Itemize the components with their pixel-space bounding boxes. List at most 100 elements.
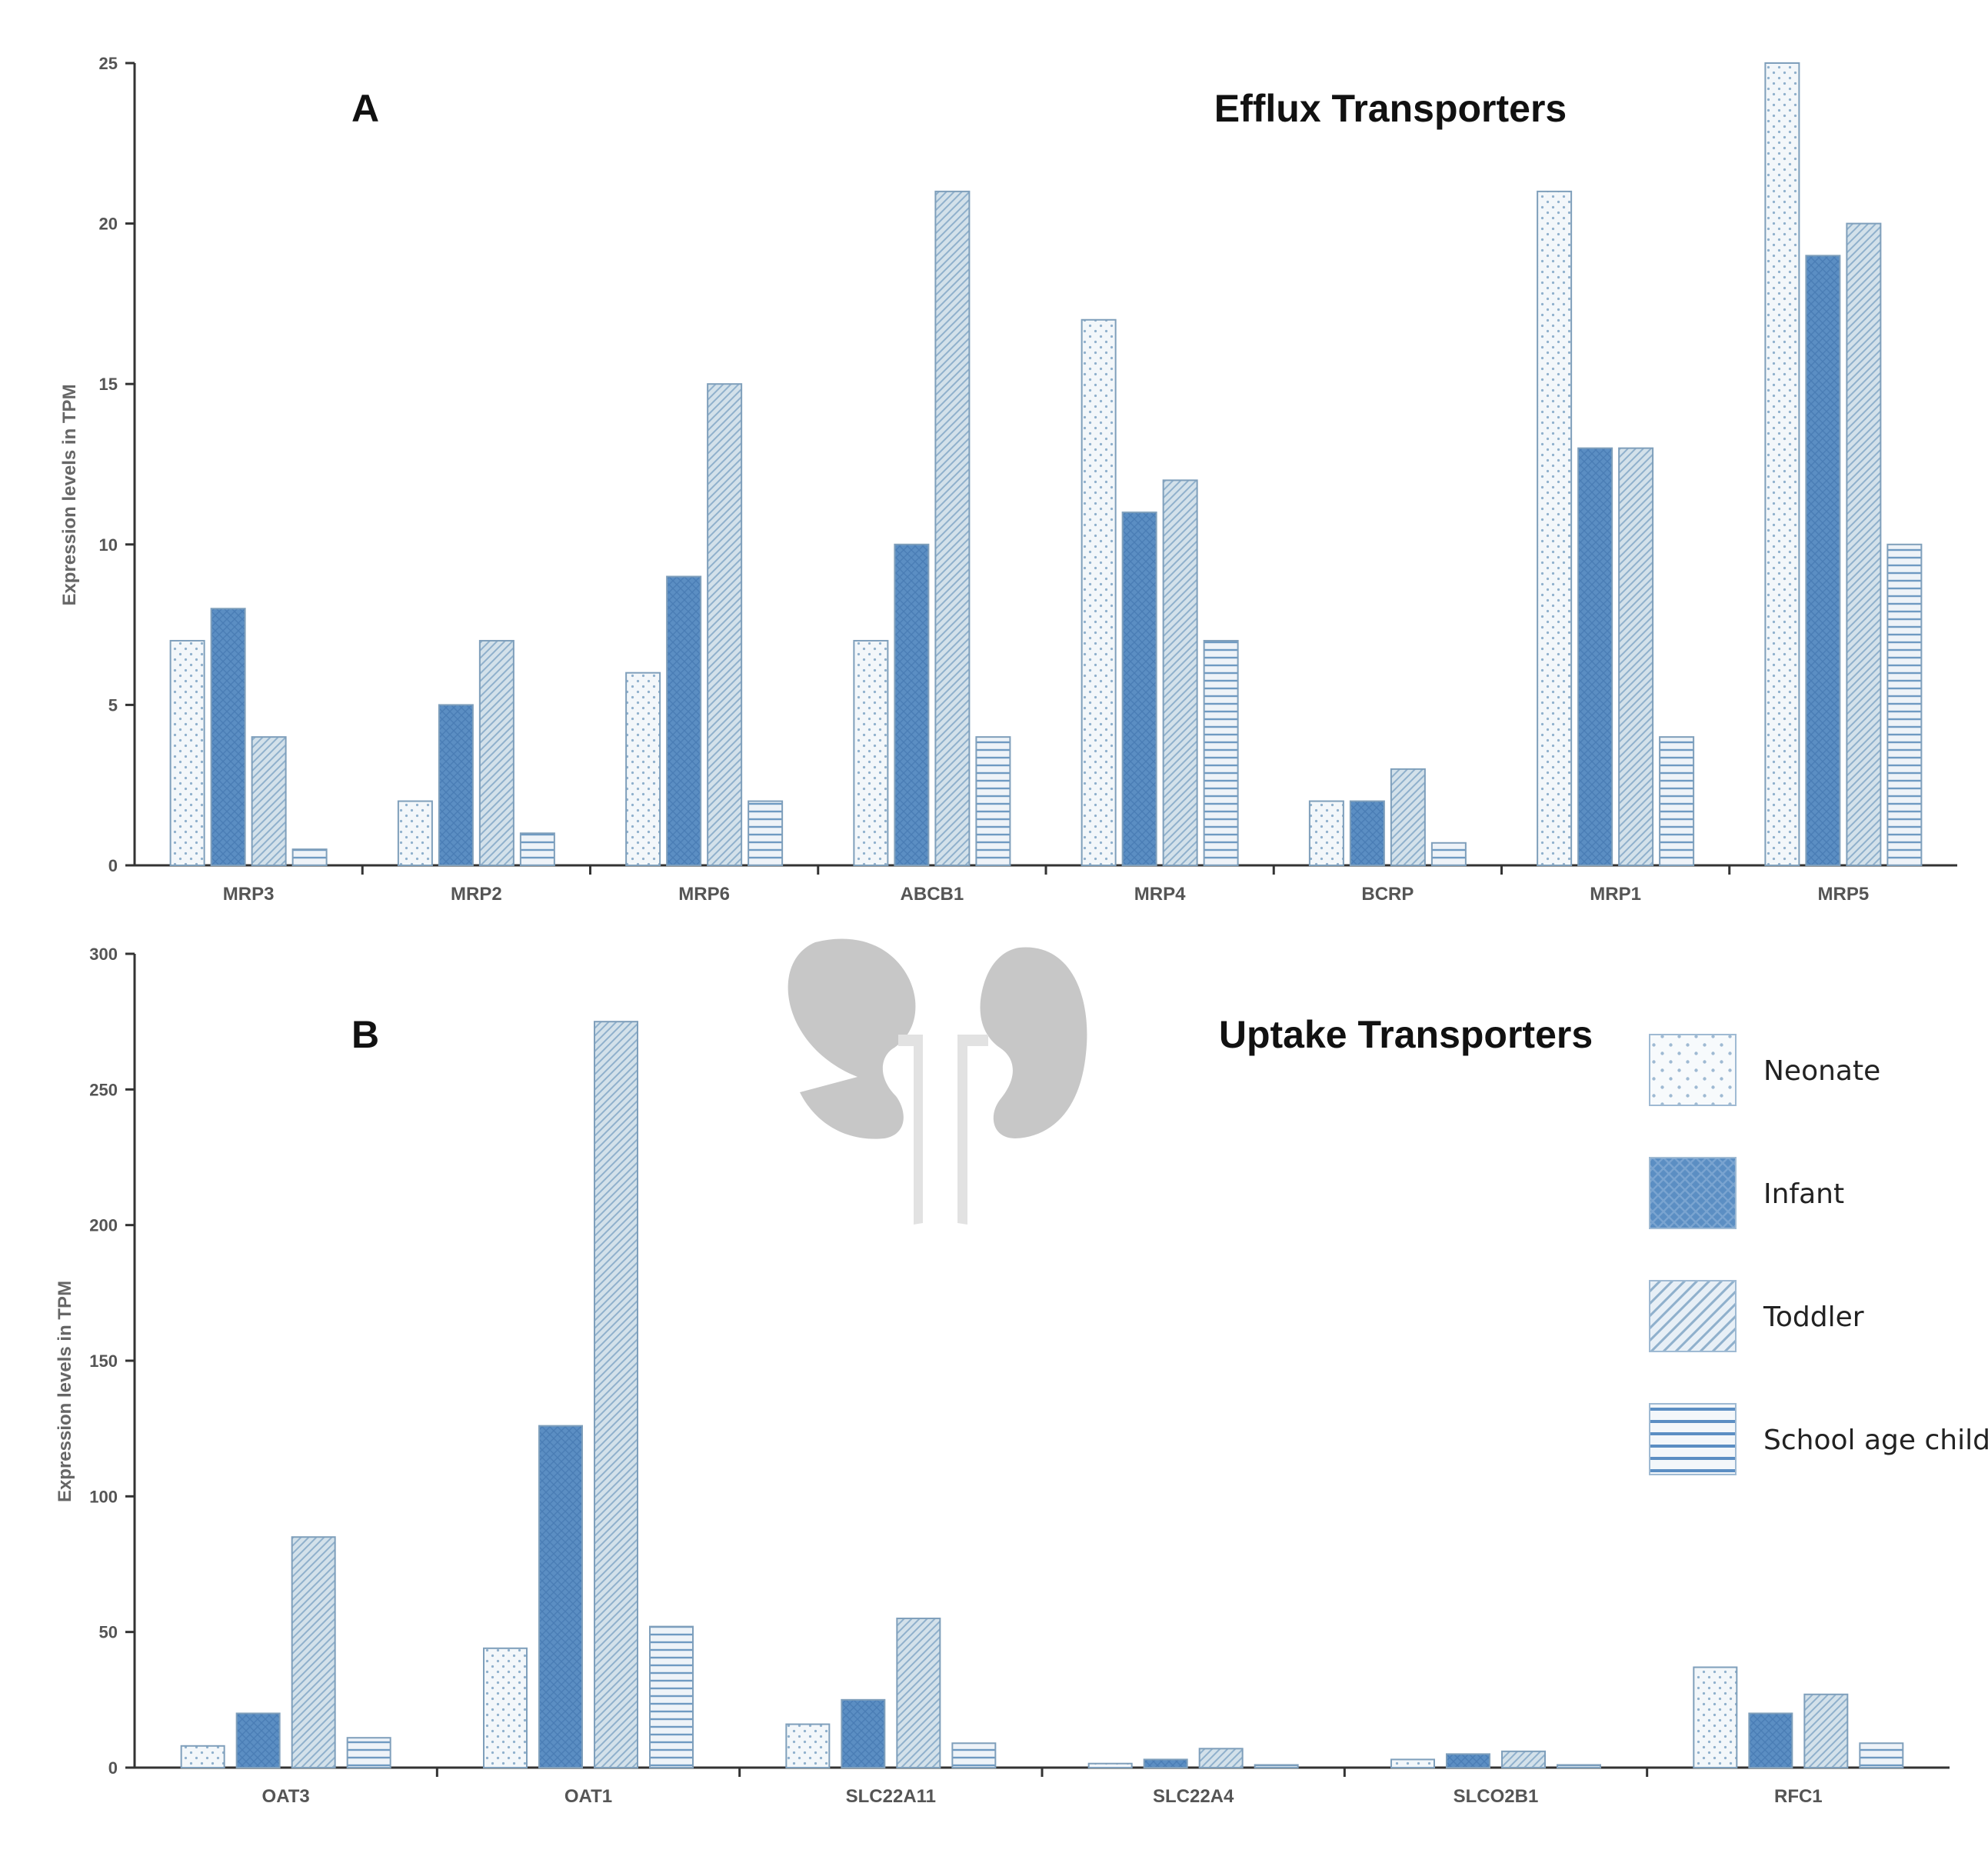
category-group-slc22a4: SLC22A4 bbox=[1087, 1748, 1299, 1807]
bar-school-age-child-mrp2 bbox=[519, 832, 555, 867]
category-group-bcrp: BCRP bbox=[1308, 768, 1467, 905]
bar-school-age-child-mrp5 bbox=[1886, 543, 1923, 866]
bar-school-age-child-rfc1 bbox=[1859, 1742, 1904, 1769]
bar-toddler-oat1 bbox=[594, 1021, 638, 1768]
bar-school-age-child-mrp1 bbox=[1659, 736, 1695, 866]
x-category-label: MRP4 bbox=[1134, 884, 1186, 905]
bar-neonate-bcrp bbox=[1308, 800, 1344, 867]
bar-toddler-abcb1 bbox=[934, 190, 971, 866]
y-tick-label: 0 bbox=[108, 856, 118, 875]
bar-infant-mrp1 bbox=[1577, 447, 1613, 866]
category-group-rfc1: RFC1 bbox=[1693, 1666, 1904, 1807]
legend-item-toddler: Toddler bbox=[1649, 1280, 1864, 1352]
bar-neonate-slc22a11 bbox=[785, 1723, 831, 1768]
bar-infant-rfc1 bbox=[1748, 1712, 1793, 1768]
x-category-label: MRP2 bbox=[451, 884, 502, 905]
category-group-slc22a11: SLC22A11 bbox=[785, 1618, 997, 1807]
y-tick-label: 50 bbox=[99, 1623, 118, 1642]
category-group-oat3: OAT3 bbox=[180, 1536, 391, 1807]
category-group-oat1: OAT1 bbox=[483, 1021, 694, 1807]
bar-toddler-mrp4 bbox=[1162, 479, 1198, 866]
bar-infant-mrp4 bbox=[1121, 512, 1157, 867]
bar-infant-mrp5 bbox=[1805, 255, 1841, 866]
y-tick-label: 150 bbox=[89, 1351, 118, 1371]
bar-school-age-child-mrp3 bbox=[291, 848, 328, 867]
legend-swatch bbox=[1649, 1403, 1737, 1475]
bar-infant-slco2b1 bbox=[1446, 1753, 1490, 1769]
y-tick-label: 250 bbox=[89, 1080, 118, 1099]
y-tick-label: 10 bbox=[99, 535, 118, 555]
kidney-illustration bbox=[788, 938, 1087, 1225]
bar-toddler-slc22a11 bbox=[896, 1618, 941, 1769]
bar-toddler-mrp1 bbox=[1618, 447, 1654, 866]
bar-school-age-child-oat1 bbox=[649, 1625, 694, 1768]
legend-swatch bbox=[1649, 1157, 1737, 1229]
bar-neonate-mrp5 bbox=[1764, 62, 1800, 866]
y-tick-label: 25 bbox=[99, 54, 118, 73]
bar-school-age-child-slc22a4 bbox=[1254, 1764, 1299, 1769]
x-category-label: SLC22A11 bbox=[846, 1786, 936, 1807]
legend: Neonate Infant Toddler School age child bbox=[1649, 1034, 1988, 1475]
bar-infant-oat3 bbox=[235, 1712, 281, 1768]
y-tick-label: 200 bbox=[89, 1216, 118, 1235]
bar-school-age-child-slc22a11 bbox=[951, 1742, 997, 1769]
bar-infant-slc22a11 bbox=[841, 1698, 886, 1768]
y-tick-label: 100 bbox=[89, 1487, 118, 1506]
bar-neonate-mrp2 bbox=[397, 800, 433, 867]
bar-toddler-mrp6 bbox=[707, 383, 743, 866]
category-group-mrp4: MRP4 bbox=[1081, 318, 1239, 905]
bar-infant-bcrp bbox=[1349, 800, 1385, 867]
x-category-label: OAT3 bbox=[262, 1786, 310, 1807]
bar-toddler-mrp3 bbox=[251, 736, 287, 866]
legend-item-neonate: Neonate bbox=[1649, 1034, 1880, 1106]
bar-neonate-slco2b1 bbox=[1390, 1758, 1435, 1768]
y-tick-label: 0 bbox=[108, 1758, 118, 1778]
bar-infant-mrp3 bbox=[210, 608, 246, 866]
bar-school-age-child-mrp4 bbox=[1203, 639, 1239, 867]
bar-neonate-oat1 bbox=[483, 1647, 528, 1768]
legend-item-infant: Infant bbox=[1649, 1157, 1844, 1229]
bar-toddler-rfc1 bbox=[1803, 1693, 1849, 1769]
y-tick-label: 5 bbox=[108, 695, 118, 715]
x-category-label: RFC1 bbox=[1774, 1786, 1823, 1807]
panel-title: Uptake Transporters bbox=[1219, 1013, 1593, 1056]
y-axis-title: Expression levels in TPM bbox=[59, 384, 80, 605]
bar-toddler-mrp5 bbox=[1846, 222, 1882, 867]
x-category-label: OAT1 bbox=[564, 1786, 612, 1807]
y-axis-title: Expression levels in TPM bbox=[55, 1281, 75, 1502]
bar-neonate-mrp6 bbox=[625, 672, 661, 866]
right-kidney-icon bbox=[980, 947, 1087, 1138]
legend-item-school: School age child bbox=[1649, 1403, 1988, 1475]
x-category-label: MRP5 bbox=[1818, 884, 1870, 905]
right-ureter-icon bbox=[957, 1035, 988, 1225]
bar-toddler-mrp2 bbox=[478, 639, 514, 867]
bar-toddler-bcrp bbox=[1390, 768, 1426, 867]
bar-infant-mrp2 bbox=[438, 704, 474, 867]
y-tick-label: 15 bbox=[99, 375, 118, 394]
category-group-mrp2: MRP2 bbox=[397, 639, 555, 905]
legend-swatch bbox=[1649, 1034, 1737, 1106]
bar-neonate-rfc1 bbox=[1693, 1666, 1738, 1769]
bar-toddler-oat3 bbox=[291, 1536, 336, 1768]
bar-infant-mrp6 bbox=[666, 575, 702, 867]
category-group-mrp5: MRP5 bbox=[1764, 62, 1923, 905]
bar-infant-abcb1 bbox=[894, 543, 930, 866]
bar-neonate-slc22a4 bbox=[1087, 1762, 1133, 1768]
x-category-label: SLCO2B1 bbox=[1454, 1786, 1539, 1807]
bar-toddler-slc22a4 bbox=[1198, 1748, 1244, 1768]
x-category-label: MRP1 bbox=[1590, 884, 1641, 905]
bar-school-age-child-bcrp bbox=[1430, 842, 1467, 867]
y-tick-label: 20 bbox=[99, 215, 118, 234]
x-category-label: SLC22A4 bbox=[1153, 1786, 1234, 1807]
panel-title: Efflux Transporters bbox=[1214, 87, 1567, 130]
panel-a: 0 5 10 15 20 25 Expression levels in TPM A Efflu… bbox=[59, 54, 1957, 905]
bar-neonate-mrp4 bbox=[1081, 318, 1117, 866]
legend-swatch bbox=[1649, 1280, 1737, 1352]
legend-label: Neonate bbox=[1763, 1055, 1880, 1087]
bar-school-age-child-mrp6 bbox=[748, 800, 784, 867]
bar-neonate-mrp3 bbox=[169, 639, 205, 867]
y-tick-label: 300 bbox=[89, 945, 118, 964]
category-group-mrp3: MRP3 bbox=[169, 608, 328, 905]
bar-infant-slc22a4 bbox=[1143, 1758, 1188, 1768]
